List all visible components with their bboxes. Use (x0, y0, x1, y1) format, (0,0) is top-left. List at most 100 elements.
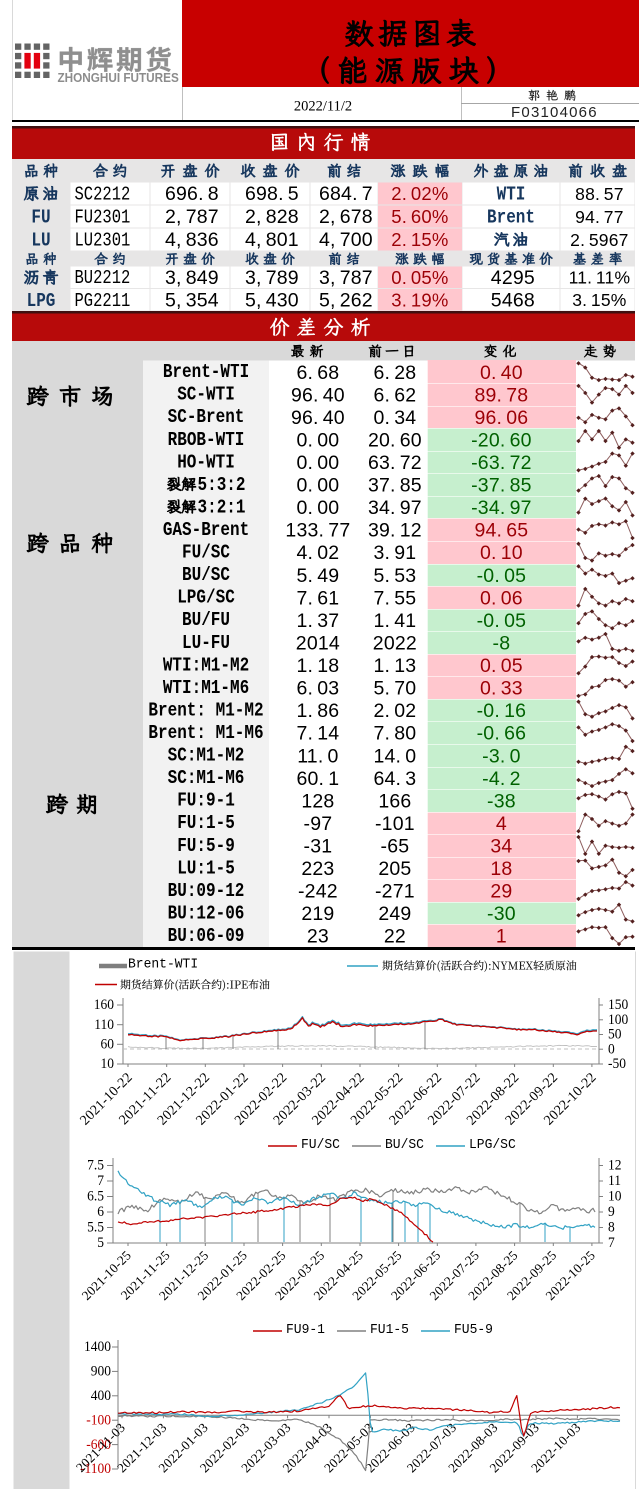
svg-text:BU:06-09: BU:06-09 (168, 926, 245, 948)
svg-text:166: 166 (378, 790, 411, 812)
svg-text:4, 836: 4, 836 (165, 229, 219, 251)
svg-text:FU9-1: FU9-1 (286, 1323, 325, 1339)
svg-text:0. 00: 0. 00 (296, 497, 339, 519)
svg-text:-100: -100 (86, 1412, 111, 1429)
svg-text:4: 4 (496, 813, 507, 835)
svg-text:7. 61: 7. 61 (296, 587, 339, 609)
svg-text:6. 28: 6. 28 (373, 362, 416, 384)
svg-text:94. 65: 94. 65 (474, 520, 528, 542)
svg-text:7: 7 (608, 1235, 615, 1252)
svg-text:1400: 1400 (84, 1339, 111, 1356)
svg-text:2. 5967: 2. 5967 (570, 230, 628, 250)
svg-text:-101: -101 (375, 813, 415, 835)
svg-text:11. 11%: 11. 11% (569, 268, 631, 288)
svg-text:9: 9 (608, 1204, 615, 1221)
svg-text:-34. 97: -34. 97 (471, 497, 532, 519)
svg-text:-4. 2: -4. 2 (482, 768, 521, 790)
svg-text:-20. 60: -20. 60 (471, 430, 532, 452)
svg-text:2, 787: 2, 787 (165, 206, 219, 228)
svg-text:SC-WTI: SC-WTI (177, 384, 235, 406)
svg-text:-65: -65 (381, 836, 410, 858)
svg-text:5. 70: 5. 70 (373, 678, 416, 700)
svg-text:0. 05: 0. 05 (480, 655, 523, 677)
svg-text:96. 06: 96. 06 (474, 407, 528, 429)
svg-text:5.5: 5.5 (87, 1219, 104, 1236)
svg-text:-63. 72: -63. 72 (471, 452, 532, 474)
svg-text:BU2212: BU2212 (75, 268, 131, 290)
svg-text:11. 0: 11. 0 (297, 745, 338, 767)
svg-text:14. 0: 14. 0 (373, 745, 416, 767)
svg-text:5468: 5468 (491, 289, 535, 311)
svg-text:-0. 66: -0. 66 (477, 723, 527, 745)
svg-text:94. 77: 94. 77 (575, 207, 624, 227)
svg-text:0. 00: 0. 00 (296, 452, 339, 474)
svg-text:6. 68: 6. 68 (296, 362, 339, 384)
svg-text:10: 10 (608, 1188, 621, 1205)
svg-text:249: 249 (378, 903, 411, 925)
svg-text:LPG: LPG (27, 290, 56, 312)
svg-text:3, 849: 3, 849 (165, 267, 219, 289)
svg-text:205: 205 (378, 858, 411, 880)
svg-text:-1100: -1100 (80, 1461, 111, 1478)
svg-text:F03104066: F03104066 (511, 104, 598, 121)
svg-text:LU: LU (31, 230, 50, 252)
svg-text:1. 86: 1. 86 (296, 700, 339, 722)
svg-text:SC2212: SC2212 (75, 184, 131, 206)
svg-text:-37. 85: -37. 85 (471, 475, 532, 497)
svg-text:WTI: WTI (497, 184, 526, 206)
svg-text:HO-WTI: HO-WTI (177, 452, 235, 474)
svg-text:5:3:2: 5:3:2 (198, 475, 246, 497)
svg-text:RBOB-WTI: RBOB-WTI (168, 429, 245, 451)
svg-text:3. 19%: 3. 19% (391, 289, 448, 310)
svg-text:400: 400 (91, 1387, 111, 1404)
svg-text:8: 8 (608, 1219, 615, 1236)
svg-text:2022: 2022 (373, 633, 417, 655)
svg-text:LPG/SC: LPG/SC (177, 587, 235, 609)
svg-text:2. 15%: 2. 15% (391, 229, 448, 250)
svg-text:4, 700: 4, 700 (319, 229, 373, 251)
svg-text:5, 354: 5, 354 (165, 289, 219, 311)
svg-text:1. 13: 1. 13 (373, 655, 416, 677)
svg-text:4295: 4295 (491, 267, 535, 289)
svg-text:-38: -38 (487, 790, 516, 812)
svg-text:5. 60%: 5. 60% (391, 206, 448, 227)
svg-text:3:2:1: 3:2:1 (198, 497, 246, 519)
svg-text:0. 06: 0. 06 (480, 587, 523, 609)
svg-text:60. 1: 60. 1 (296, 768, 339, 790)
svg-text:1: 1 (496, 926, 507, 948)
svg-text:23: 23 (307, 926, 329, 948)
svg-text:110: 110 (94, 1016, 114, 1033)
svg-text:-0. 05: -0. 05 (477, 565, 527, 587)
svg-text:7. 80: 7. 80 (373, 723, 416, 745)
svg-text:133. 77: 133. 77 (285, 520, 350, 542)
svg-text:LPG/SC: LPG/SC (469, 1138, 516, 1154)
svg-text:-271: -271 (375, 881, 415, 903)
svg-text:0. 33: 0. 33 (480, 678, 523, 700)
svg-text:1. 18: 1. 18 (296, 655, 339, 677)
svg-text:Brent-WTI: Brent-WTI (163, 362, 249, 384)
svg-text:5: 5 (97, 1235, 104, 1252)
svg-text:12: 12 (608, 1157, 621, 1174)
svg-text:89. 78: 89. 78 (474, 384, 528, 406)
svg-text:FU/SC: FU/SC (182, 542, 230, 564)
svg-text:20. 60: 20. 60 (368, 430, 422, 452)
svg-text:Brent: M1-M2: Brent: M1-M2 (148, 700, 263, 722)
svg-text:-3. 0: -3. 0 (482, 745, 521, 767)
svg-text:0. 00: 0. 00 (296, 475, 339, 497)
svg-text:-50: -50 (608, 1056, 626, 1073)
svg-text:FU:5-9: FU:5-9 (177, 835, 235, 857)
svg-text:219: 219 (301, 903, 334, 925)
svg-text:2, 678: 2, 678 (319, 206, 373, 228)
svg-text:-97: -97 (304, 813, 333, 835)
svg-text:900: 900 (91, 1363, 111, 1380)
svg-text:100: 100 (608, 1011, 628, 1028)
svg-text:18: 18 (490, 858, 512, 880)
svg-text:WTI:M1-M2: WTI:M1-M2 (163, 655, 249, 677)
svg-text:ZHONGHUI FUTURES: ZHONGHUI FUTURES (58, 70, 179, 85)
svg-text:PG2211: PG2211 (75, 290, 131, 312)
svg-text:150: 150 (608, 997, 628, 1014)
svg-text:FU:1-5: FU:1-5 (177, 813, 235, 835)
svg-text:LU2301: LU2301 (75, 230, 131, 252)
svg-text:64. 3: 64. 3 (373, 768, 416, 790)
svg-text:-0. 05: -0. 05 (477, 610, 527, 632)
